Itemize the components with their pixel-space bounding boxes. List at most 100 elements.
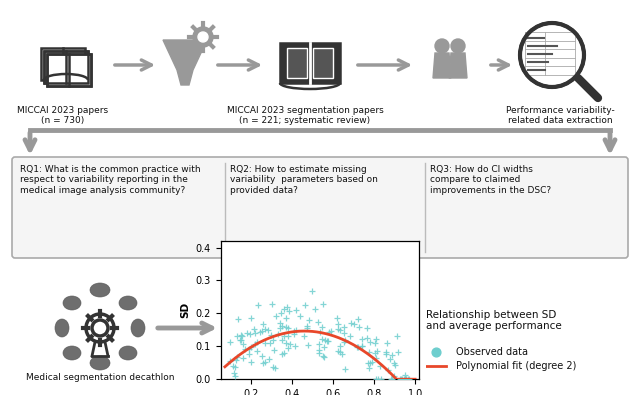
Point [395,376,405,382]
Point [266,339,276,346]
Point [267,300,277,307]
Point [250,329,260,336]
Point [250,340,260,347]
Point [257,352,268,359]
Point [387,376,397,382]
Point [326,328,336,335]
Point [268,363,278,370]
Point [339,330,349,336]
Point [258,321,268,327]
Polygon shape [44,51,88,83]
Point [431,349,441,356]
Point [280,315,291,321]
Point [356,342,367,349]
Polygon shape [449,53,467,78]
Point [322,338,332,344]
Point [266,332,276,339]
Point [303,342,313,348]
Point [375,362,385,369]
Point [260,359,270,365]
Point [389,359,399,366]
Point [317,353,328,359]
Point [232,354,243,360]
Point [396,376,406,382]
Point [301,325,312,332]
Point [277,322,287,329]
Point [333,348,343,355]
Point [279,349,289,356]
Circle shape [198,32,208,42]
Point [403,376,413,382]
Point [289,328,300,334]
Point [332,315,342,322]
Ellipse shape [63,296,81,310]
Point [337,351,348,357]
Point [335,349,345,355]
Point [307,288,317,294]
Point [243,346,253,352]
Point [233,316,243,322]
Point [273,331,284,337]
Point [367,359,377,365]
Point [253,302,264,308]
Polygon shape [433,53,451,78]
Point [317,324,327,330]
Text: MICCAI 2023 segmentation papers
(n = 221; systematic review): MICCAI 2023 segmentation papers (n = 221… [227,106,383,125]
Point [354,324,364,330]
Circle shape [193,27,213,47]
Point [348,321,358,327]
Point [236,331,246,338]
Point [230,373,241,379]
Point [364,365,374,371]
Point [268,337,278,343]
Polygon shape [163,40,207,85]
Point [257,359,268,366]
Point [372,376,383,382]
Point [242,330,252,337]
Point [271,312,281,319]
Point [316,329,326,335]
Point [240,346,250,353]
Point [364,349,374,356]
Point [333,326,343,332]
Point [381,349,391,355]
Point [255,329,265,336]
Point [294,312,305,319]
Point [279,333,289,339]
Point [246,344,256,350]
Point [346,320,356,327]
Point [323,338,333,344]
Point [335,342,345,349]
Point [372,348,383,355]
Point [323,329,333,335]
Point [339,339,349,345]
Point [228,363,238,369]
Point [399,376,410,382]
Point [290,343,300,350]
Point [283,333,293,340]
Point [249,325,259,332]
Point [299,333,309,340]
Point [278,306,289,312]
Point [362,325,372,331]
Point [284,307,294,314]
Point [314,347,324,354]
Point [353,344,363,350]
Point [314,350,324,356]
Point [401,376,411,382]
Point [364,360,374,367]
Point [269,347,280,354]
Point [381,339,392,346]
Point [301,323,312,329]
Text: Polynomial fit (degree 2): Polynomial fit (degree 2) [456,361,577,371]
Point [344,333,355,339]
Point [371,354,381,361]
Point [281,324,291,331]
Point [275,320,285,326]
Point [238,340,248,347]
Point [289,331,299,337]
Point [387,352,397,359]
Point [356,343,367,349]
Point [335,327,346,333]
Ellipse shape [131,319,145,337]
